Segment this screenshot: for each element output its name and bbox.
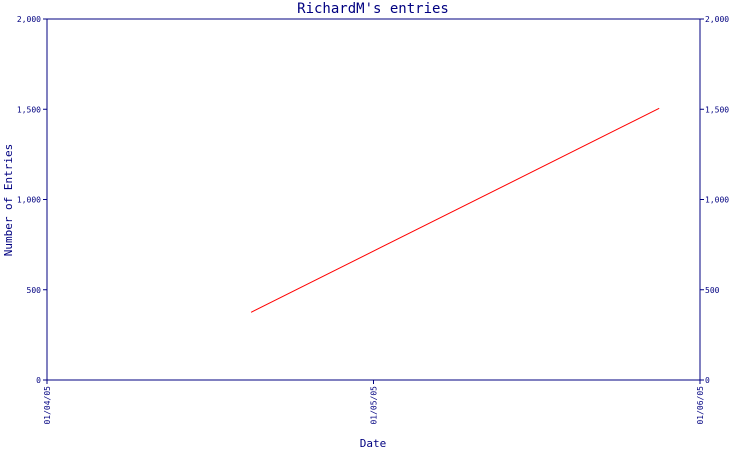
x-tick-label: 01/05/05 — [370, 386, 379, 425]
y-tick-label-right: 500 — [705, 286, 720, 295]
y-tick-label-left: 0 — [36, 376, 41, 385]
y-axis-right: 0 500 1,000 1,500 2,000 — [700, 15, 729, 385]
y-tick-label-right: 2,000 — [705, 15, 729, 24]
y-tick-label-left: 1,000 — [17, 196, 41, 205]
series-line — [250, 107, 660, 313]
y-tick-label-left: 500 — [27, 286, 42, 295]
plot-area-frame — [46, 18, 701, 381]
y-tick-label-right: 1,000 — [705, 196, 729, 205]
x-tick-label: 01/04/05 — [43, 386, 52, 425]
chart-title: RichardM's entries — [297, 1, 449, 17]
x-axis: 01/04/05 01/05/05 01/06/05 — [43, 380, 705, 425]
y-tick-label-left: 1,500 — [17, 105, 41, 114]
y-tick-label-right: 0 — [705, 376, 710, 385]
y-tick-label-right: 1,500 — [705, 105, 729, 114]
x-tick-label: 01/06/05 — [696, 386, 705, 425]
y-tick-label-left: 2,000 — [17, 15, 41, 24]
y-axis-label: Number of Entries — [2, 144, 15, 257]
x-axis-label: Date — [360, 437, 387, 450]
y-axis-left: 0 500 1,000 1,500 2,000 — [17, 15, 47, 385]
series-layer — [250, 107, 660, 313]
